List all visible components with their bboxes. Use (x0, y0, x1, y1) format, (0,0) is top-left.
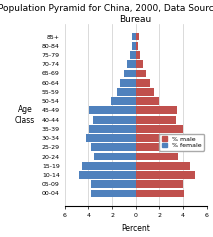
Bar (136, 42, 138, 50)
Bar (136, 171, 195, 179)
Bar (136, 125, 183, 133)
Bar (136, 180, 183, 188)
Bar (136, 116, 176, 123)
Bar (136, 60, 143, 68)
Bar (136, 162, 190, 170)
Bar (136, 32, 139, 41)
Bar (89, 106, 136, 114)
Bar (79, 171, 136, 179)
Title: Population Pyramid for China, 2000, Data Source: US Census
Bureau: Population Pyramid for China, 2000, Data… (0, 4, 213, 23)
Bar (127, 60, 136, 68)
Bar (136, 51, 141, 59)
Bar (136, 97, 160, 105)
Legend: % male, % female: % male, % female (159, 134, 204, 151)
Bar (130, 51, 136, 59)
Bar (120, 79, 136, 87)
Bar (132, 32, 136, 41)
Bar (136, 134, 189, 142)
Bar (132, 42, 136, 50)
X-axis label: Percent: Percent (121, 224, 150, 233)
Bar (136, 69, 146, 77)
Bar (89, 125, 136, 133)
Bar (136, 153, 178, 160)
Bar (117, 88, 136, 96)
Bar (94, 153, 136, 160)
Bar (136, 88, 154, 96)
Bar (82, 162, 136, 170)
Y-axis label: Age
Class: Age Class (15, 105, 35, 125)
Bar (91, 180, 136, 188)
Bar (136, 106, 177, 114)
Bar (111, 97, 136, 105)
Bar (136, 190, 184, 197)
Bar (93, 116, 136, 123)
Bar (124, 69, 136, 77)
Bar (91, 143, 136, 151)
Bar (91, 190, 136, 197)
Bar (136, 143, 183, 151)
Bar (136, 79, 150, 87)
Bar (86, 134, 136, 142)
